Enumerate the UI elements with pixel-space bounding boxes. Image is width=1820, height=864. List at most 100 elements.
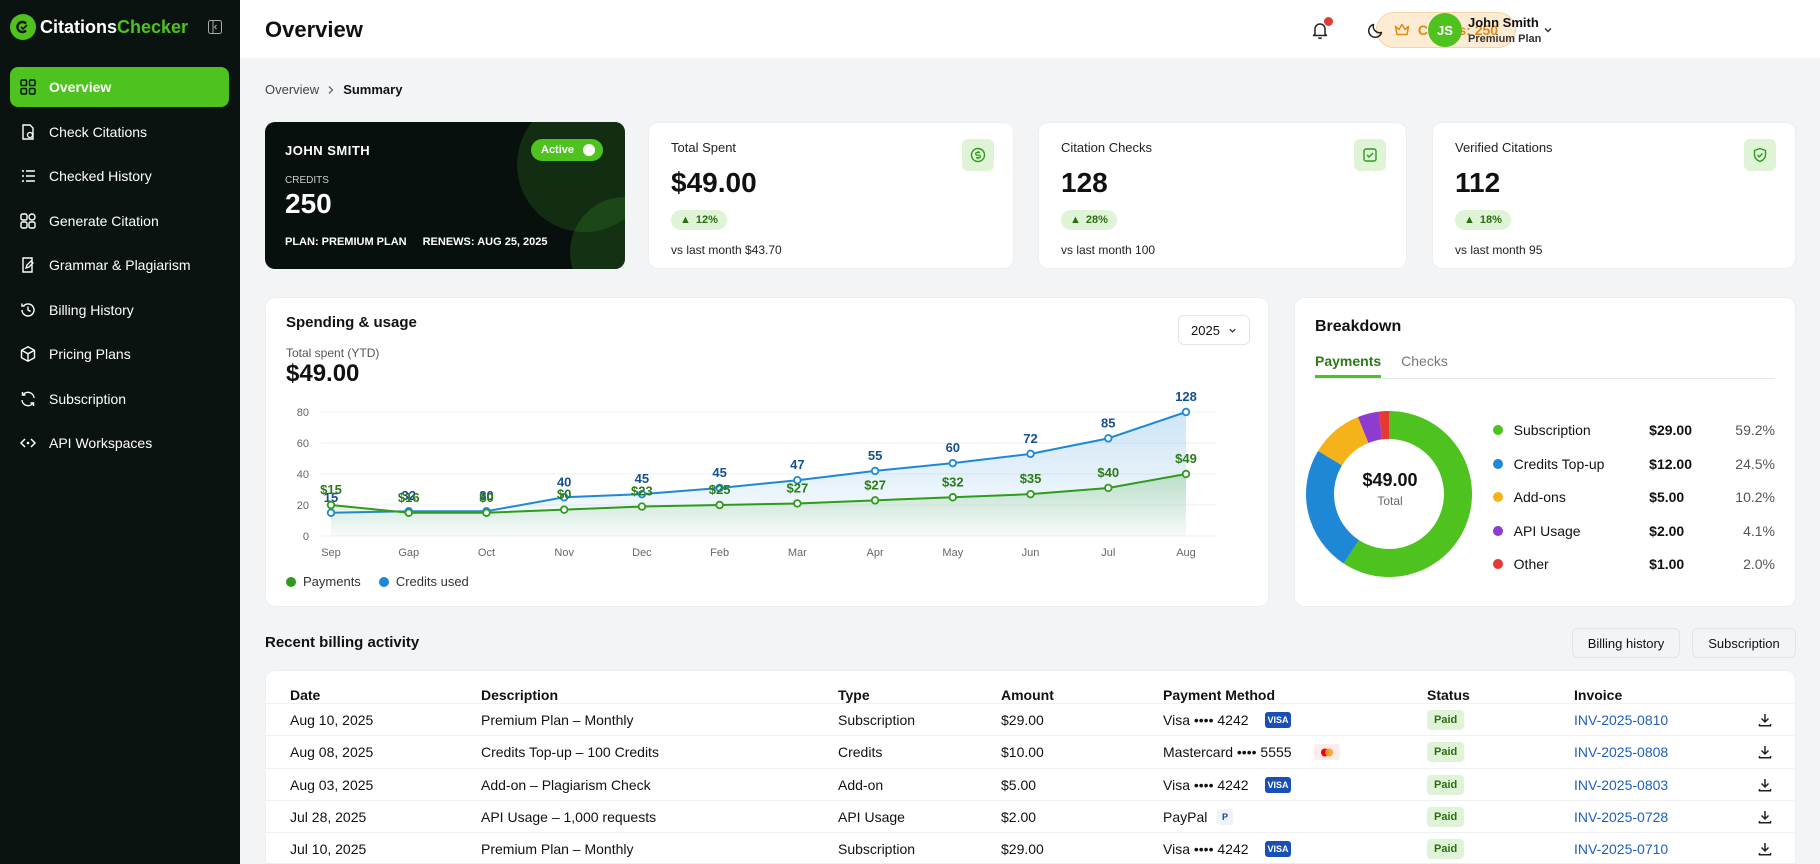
spending-line-chart: 0 20 40 60 80 Sep Gap Oct Nov Dec Feb Mar Apr May Jun J… [297,389,1216,559]
cell-type: Subscription [838,712,916,728]
x-tick-label: Jun [1022,547,1040,559]
column-header: Status [1427,687,1470,703]
download-icon[interactable] [1757,809,1773,825]
sidebar-collapse-icon[interactable] [207,19,223,35]
chevron-down-icon[interactable] [1543,25,1553,35]
cell-amount: $29.00 [1001,841,1044,858]
year-select[interactable]: 2025 [1178,315,1250,345]
stat-comparison: vs last month 95 [1455,243,1543,257]
change-value: 28% [1085,214,1108,226]
breakdown-amount: $12.00 [1649,455,1692,472]
table-row[interactable]: Aug 10, 2025 Premium Plan – Monthly Subscr… [266,703,1795,735]
data-label: $16 [398,490,420,505]
avatar[interactable]: JS [1428,13,1462,47]
series-line [330,473,1187,514]
breakdown-label: Credits Top-up [1513,455,1605,472]
billing-history-button[interactable]: Billing history [1572,628,1680,658]
stat-value: $49.00 [671,167,757,198]
data-point [326,500,336,510]
sidebar-item-api-workspaces[interactable]: API Workspaces [10,423,229,463]
breakdown-tabs: Payments Checks [1315,353,1775,379]
breakdown-row: Credits Top-up $12.00 24.5% [1493,454,1775,474]
sidebar-item-generate-citation[interactable]: Generate Citation [10,201,229,241]
sidebar-item-subscription[interactable]: Subscription [10,379,229,419]
stat-card-verified-citations: Verified Citations 112 ▲ 18% vs last mont… [1432,122,1796,269]
data-label: $0 [479,490,493,505]
y-tick-label: 80 [297,407,309,419]
invoice-link[interactable]: INV-2025-0728 [1574,808,1669,825]
cell-type: Subscription [838,841,916,858]
x-tick-label: Feb [710,547,729,559]
data-label: $15 [320,482,342,497]
tab-checks[interactable]: Checks [1401,353,1448,369]
breakdown-percent: 2.0% [1743,556,1775,572]
bell-icon[interactable] [1310,20,1330,40]
data-point [637,502,647,511]
plan-card: JOHN SMITH Active CREDITS 250 PLAN: PREM… [265,122,625,269]
data-label: $27 [864,477,886,492]
user-name[interactable]: John Smith [1468,15,1539,30]
ytd-value: $49.00 [286,360,360,387]
logo-icon [10,14,36,40]
refresh-icon [21,391,35,406]
data-point [870,496,880,505]
active-toggle[interactable]: Active [531,139,603,161]
series-line [330,411,1187,514]
sidebar-item-check-citations[interactable]: Check Citations [10,112,229,152]
download-icon[interactable] [1757,712,1773,728]
invoice-link[interactable]: INV-2025-0810 [1574,712,1669,728]
sidebar-item-label: Generate Citation [49,212,159,229]
table-row[interactable]: Jul 28, 2025 API Usage – 1,000 requests AP… [266,799,1795,832]
data-label: 45 [712,465,726,480]
blocks-icon [20,212,36,229]
legend-item-payments[interactable]: Payments [286,574,361,589]
data-point [948,493,958,502]
x-tick-label: Nov [554,547,574,559]
sidebar-item-grammar-plagiarism[interactable]: Grammar & Plagiarism [10,245,229,285]
cell-payment-method: Visa •••• 4242 [1163,712,1249,728]
sidebar-item-label: API Workspaces [49,435,153,451]
data-label: $0 [557,487,571,502]
download-icon[interactable] [1757,841,1773,857]
donut-slice [1318,417,1369,466]
table-row[interactable]: Aug 03, 2025 Add-on – Plagiarism Check Add… [266,767,1795,800]
download-icon[interactable] [1757,744,1773,760]
moon-icon[interactable] [1367,21,1385,39]
sidebar-item-label: Checked History [49,168,152,184]
cell-type: Credits [838,744,883,761]
change-badge: ▲ 18% [1455,210,1511,230]
sidebar-item-checked-history[interactable]: Checked History [10,156,229,196]
stat-comparison: vs last month $43.70 [671,243,782,257]
cell-description: Premium Plan – Monthly [481,841,634,858]
column-header: Description [481,687,559,703]
sidebar-item-label: Pricing Plans [49,346,131,362]
sidebar-item-overview[interactable]: Overview [10,67,229,107]
sidebar-item-billing-history[interactable]: Billing History [10,290,229,330]
data-point [715,500,724,510]
invoice-link[interactable]: INV-2025-0808 [1574,744,1669,761]
column-header: Date [290,687,321,703]
donut-slice [1343,411,1472,577]
subscription-button[interactable]: Subscription [1692,628,1796,658]
sidebar-item-label: Grammar & Plagiarism [49,257,191,273]
mastercard-icon [1314,744,1340,761]
sidebar-item-pricing-plans[interactable]: Pricing Plans [10,334,229,374]
cell-date: Aug 03, 2025 [290,776,374,793]
table-row[interactable]: Jul 10, 2025 Premium Plan – Monthly Subscr… [266,832,1795,863]
legend-item-credits-used[interactable]: Credits used [378,574,469,589]
invoice-link[interactable]: INV-2025-0710 [1574,841,1669,858]
data-label: $40 [1097,465,1119,480]
download-icon[interactable] [1757,777,1773,793]
tab-payments[interactable]: Payments [1315,353,1382,378]
table-row[interactable]: Aug 08, 2025 Credits Top-up – 100 Credits… [266,735,1795,767]
sidebar-item-label: Check Citations [49,123,148,140]
invoice-link[interactable]: INV-2025-0803 [1574,776,1669,793]
data-point [793,499,802,508]
credits-caption: CREDITS [285,175,329,186]
visa-icon: VISA [1265,841,1291,858]
data-label: 40 [557,474,571,489]
status-badge: Paid [1427,774,1465,795]
x-tick-label: Dec [632,547,652,559]
breadcrumb-root[interactable]: Overview [265,82,320,97]
logo[interactable]: CitationsChecker [10,14,188,40]
